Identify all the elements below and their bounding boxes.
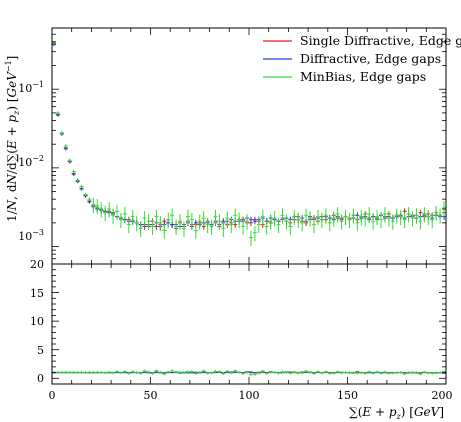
x-tick-label-0: 0 [49, 389, 56, 402]
x-tick-label-100: 100 [239, 389, 260, 402]
ratio-tick-label-20: 20 [30, 258, 44, 271]
ratio-plot-marks [52, 369, 446, 376]
ratio-tick-label-5: 5 [37, 344, 44, 357]
ratio-tick-label-15: 15 [30, 287, 44, 300]
legend: Single Diffractive, Edge gaps Diffractiv… [263, 33, 461, 84]
main-minbias-series [52, 41, 446, 247]
y-tick-label-3: 10−3 [18, 228, 44, 243]
legend-label-minbias: MinBias, Edge gaps [300, 69, 426, 84]
x-tick-label-50: 50 [144, 389, 158, 402]
legend-entry-minbias: MinBias, Edge gaps [263, 69, 426, 84]
main-plot-marks [52, 41, 446, 247]
y-axis-label: 1/N, dN/d∑(E + pz) [GeV−1] [4, 56, 21, 222]
y-tick-label-2: 10−2 [18, 154, 44, 169]
legend-label-single-diffractive: Single Diffractive, Edge gaps [300, 33, 461, 48]
legend-label-diffractive: Diffractive, Edge gaps [300, 51, 441, 66]
legend-entry-diffractive: Diffractive, Edge gaps [263, 51, 441, 66]
ratio-tick-label-0: 0 [37, 372, 44, 385]
ratio-minbias-series [52, 369, 446, 376]
y-tick-label-1: 10−1 [18, 80, 44, 95]
axis-ticks [51, 28, 447, 384]
legend-entry-single-diffractive: Single Diffractive, Edge gaps [263, 33, 461, 48]
ratio-plot-frame [51, 263, 447, 385]
x-axis-label: ∑(E + pz) [GeV] [349, 405, 444, 421]
ratio-tick-label-10: 10 [30, 315, 44, 328]
x-tick-label-150: 150 [337, 389, 358, 402]
x-tick-label-200: 200 [432, 389, 453, 402]
